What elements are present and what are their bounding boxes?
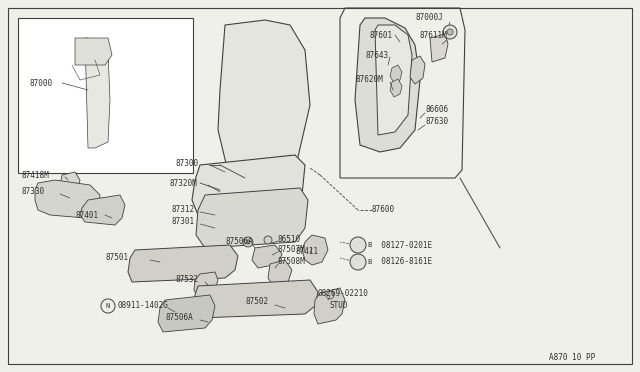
Polygon shape xyxy=(410,56,425,84)
Text: 86606: 86606 xyxy=(425,106,448,115)
Text: 87000: 87000 xyxy=(30,78,53,87)
Polygon shape xyxy=(194,272,218,298)
Text: 87601: 87601 xyxy=(370,31,393,39)
Polygon shape xyxy=(430,34,448,62)
Text: 87320M: 87320M xyxy=(170,179,198,187)
Text: 87411: 87411 xyxy=(295,247,318,257)
Bar xyxy=(18,18,193,173)
Polygon shape xyxy=(128,245,238,282)
Polygon shape xyxy=(35,180,100,218)
Polygon shape xyxy=(85,38,110,148)
Circle shape xyxy=(350,237,366,253)
Text: B: B xyxy=(368,242,372,248)
Polygon shape xyxy=(355,18,420,152)
Polygon shape xyxy=(60,172,80,193)
Polygon shape xyxy=(375,25,412,135)
Text: 87507M: 87507M xyxy=(278,246,306,254)
Text: 87501: 87501 xyxy=(105,253,128,263)
Text: 87600: 87600 xyxy=(372,205,395,215)
Polygon shape xyxy=(314,288,345,324)
Circle shape xyxy=(264,236,272,244)
Polygon shape xyxy=(80,195,125,225)
Text: 87502: 87502 xyxy=(245,298,268,307)
Text: 87620M: 87620M xyxy=(355,76,383,84)
Circle shape xyxy=(246,240,250,244)
Text: B: B xyxy=(368,259,372,265)
Text: 87630: 87630 xyxy=(425,118,448,126)
Text: 87301: 87301 xyxy=(172,218,195,227)
Text: 87506A: 87506A xyxy=(165,314,193,323)
Text: 08126-8161E: 08126-8161E xyxy=(372,257,432,266)
Text: 87532: 87532 xyxy=(175,276,198,285)
Polygon shape xyxy=(252,245,282,268)
Polygon shape xyxy=(75,38,112,65)
Polygon shape xyxy=(192,280,318,318)
Text: 87300: 87300 xyxy=(175,158,198,167)
Circle shape xyxy=(350,254,366,270)
Text: 08911-1402G: 08911-1402G xyxy=(117,301,168,311)
Polygon shape xyxy=(390,79,402,97)
Text: 87611M: 87611M xyxy=(420,31,448,39)
Text: 87401: 87401 xyxy=(75,211,98,219)
Polygon shape xyxy=(158,295,215,332)
Text: 87643: 87643 xyxy=(366,51,389,60)
Circle shape xyxy=(447,29,453,35)
Polygon shape xyxy=(268,260,292,287)
Text: A870 10 PP: A870 10 PP xyxy=(548,353,595,362)
Circle shape xyxy=(443,25,457,39)
Text: 86510: 86510 xyxy=(278,235,301,244)
Polygon shape xyxy=(390,65,402,83)
Text: 87330: 87330 xyxy=(22,187,45,196)
Text: STUD: STUD xyxy=(330,301,349,310)
Text: 08269-02210: 08269-02210 xyxy=(318,289,369,298)
Text: 08127-0201E: 08127-0201E xyxy=(372,241,432,250)
Circle shape xyxy=(243,237,253,247)
Polygon shape xyxy=(192,155,305,215)
Text: 87418M: 87418M xyxy=(22,170,50,180)
Text: 87312: 87312 xyxy=(172,205,195,215)
Text: 87506A: 87506A xyxy=(225,237,253,247)
Polygon shape xyxy=(196,188,308,248)
Polygon shape xyxy=(218,20,310,180)
Text: 87508M: 87508M xyxy=(278,257,306,266)
Polygon shape xyxy=(302,235,328,265)
Text: N: N xyxy=(106,303,110,309)
Text: 87000J: 87000J xyxy=(415,13,443,22)
